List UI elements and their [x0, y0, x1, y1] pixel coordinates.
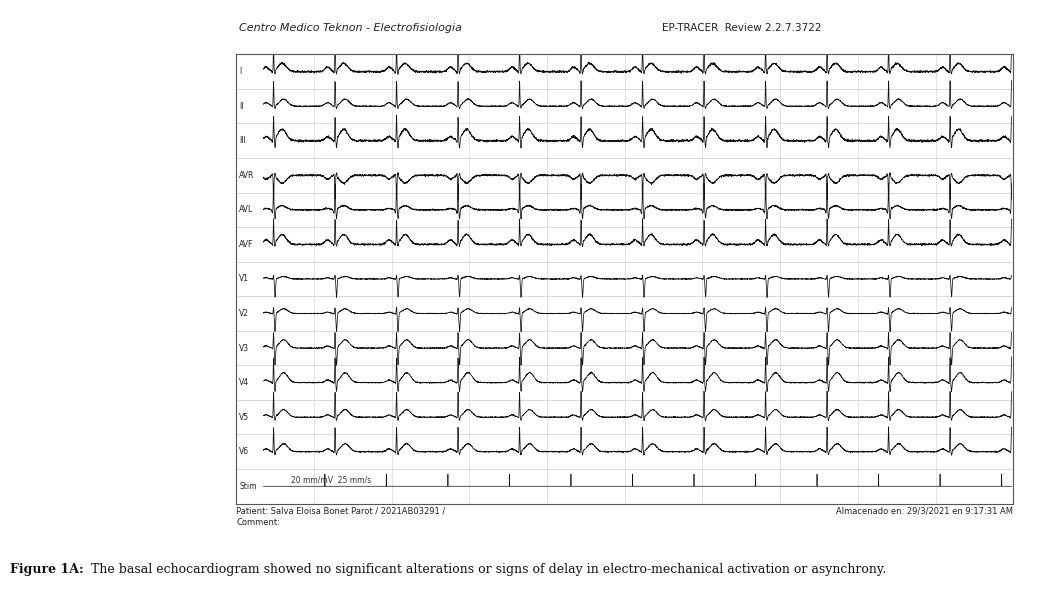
- Text: V3: V3: [239, 343, 250, 353]
- Text: V1: V1: [239, 274, 249, 284]
- Text: Centro Medico Teknon - Electrofisiologia: Centro Medico Teknon - Electrofisiologia: [239, 22, 462, 33]
- Text: Stim: Stim: [239, 482, 257, 491]
- Text: Figure 1A:: Figure 1A:: [10, 563, 84, 576]
- Text: V6: V6: [239, 447, 250, 456]
- Text: V4: V4: [239, 378, 250, 387]
- Text: III: III: [239, 137, 246, 145]
- Text: AVF: AVF: [239, 240, 254, 249]
- Text: EP-TRACER  Review 2.2.7.3722: EP-TRACER Review 2.2.7.3722: [662, 22, 821, 33]
- Text: V2: V2: [239, 309, 249, 318]
- Text: AVR: AVR: [239, 171, 255, 180]
- Text: AVL: AVL: [239, 205, 254, 215]
- Text: The basal echocardiogram showed no significant alterations or signs of delay in : The basal echocardiogram showed no signi…: [87, 563, 886, 576]
- Text: Patient: Salva Eloisa Bonet Parot / 2021AB03291 /
Comment:: Patient: Salva Eloisa Bonet Parot / 2021…: [236, 506, 445, 527]
- Text: I: I: [239, 67, 242, 76]
- Text: V5: V5: [239, 413, 250, 421]
- Text: II: II: [239, 102, 244, 111]
- Text: 20 mm/mV  25 mm/s: 20 mm/mV 25 mm/s: [291, 476, 371, 485]
- Text: Almacenado en: 29/3/2021 en 9:17:31 AM: Almacenado en: 29/3/2021 en 9:17:31 AM: [836, 506, 1013, 515]
